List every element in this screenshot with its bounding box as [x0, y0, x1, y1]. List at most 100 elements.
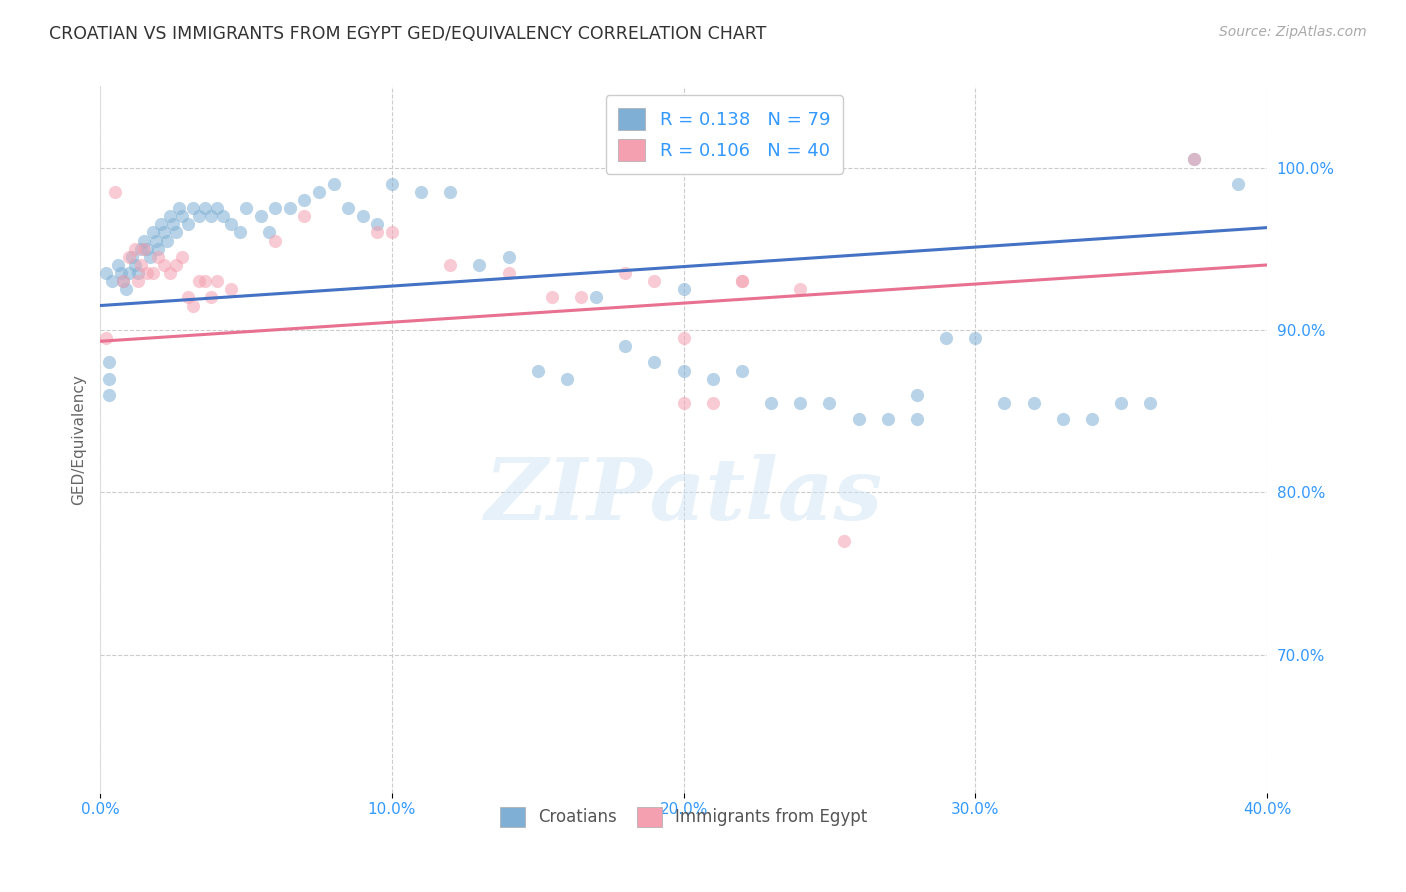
Point: [381, 177, 404, 191]
Point: [165, 226, 187, 240]
Point: [818, 396, 841, 410]
Point: [188, 274, 211, 288]
Point: [1109, 396, 1132, 410]
Point: [1139, 396, 1161, 410]
Y-axis label: GED/Equivalency: GED/Equivalency: [72, 374, 86, 505]
Point: [905, 412, 928, 426]
Point: [162, 218, 184, 232]
Point: [94, 266, 117, 280]
Point: [142, 226, 165, 240]
Point: [205, 201, 228, 215]
Point: [97, 388, 120, 402]
Point: [1226, 177, 1249, 191]
Point: [112, 274, 135, 288]
Point: [498, 250, 520, 264]
Point: [115, 282, 138, 296]
Point: [188, 209, 211, 223]
Point: [308, 185, 330, 199]
Point: [1081, 412, 1104, 426]
Point: [200, 209, 222, 223]
Point: [731, 363, 754, 377]
Point: [229, 226, 252, 240]
Point: [205, 274, 228, 288]
Point: [643, 274, 665, 288]
Point: [468, 258, 491, 272]
Point: [848, 412, 870, 426]
Point: [148, 242, 170, 256]
Point: [1022, 396, 1045, 410]
Point: [614, 266, 637, 280]
Point: [614, 339, 637, 353]
Point: [94, 331, 117, 345]
Point: [194, 201, 217, 215]
Point: [132, 242, 155, 256]
Point: [292, 209, 315, 223]
Point: [337, 201, 360, 215]
Point: [194, 274, 217, 288]
Point: [170, 209, 193, 223]
Point: [176, 290, 198, 304]
Point: [118, 266, 141, 280]
Point: [132, 234, 155, 248]
Point: [731, 274, 754, 288]
Point: [183, 201, 205, 215]
Point: [643, 355, 665, 369]
Point: [159, 209, 181, 223]
Point: [145, 234, 167, 248]
Point: [124, 242, 146, 256]
Text: Source: ZipAtlas.com: Source: ZipAtlas.com: [1219, 25, 1367, 39]
Point: [135, 266, 157, 280]
Point: [142, 266, 165, 280]
Point: [555, 371, 578, 385]
Point: [672, 396, 695, 410]
Point: [170, 250, 193, 264]
Point: [278, 201, 301, 215]
Point: [905, 388, 928, 402]
Point: [731, 274, 754, 288]
Point: [264, 201, 287, 215]
Point: [121, 250, 143, 264]
Point: [526, 363, 548, 377]
Point: [439, 185, 461, 199]
Point: [292, 193, 315, 207]
Point: [101, 274, 124, 288]
Point: [156, 234, 179, 248]
Point: [498, 266, 520, 280]
Point: [876, 412, 898, 426]
Point: [153, 258, 176, 272]
Point: [135, 242, 157, 256]
Text: CROATIAN VS IMMIGRANTS FROM EGYPT GED/EQUIVALENCY CORRELATION CHART: CROATIAN VS IMMIGRANTS FROM EGYPT GED/EQ…: [49, 25, 766, 43]
Point: [259, 226, 281, 240]
Point: [153, 226, 176, 240]
Point: [585, 290, 607, 304]
Point: [832, 533, 855, 548]
Point: [124, 258, 146, 272]
Point: [138, 250, 160, 264]
Point: [935, 331, 957, 345]
Point: [672, 363, 695, 377]
Point: [571, 290, 593, 304]
Point: [702, 396, 724, 410]
Point: [789, 282, 811, 296]
Point: [112, 274, 135, 288]
Point: [789, 396, 811, 410]
Point: [1182, 153, 1205, 167]
Point: [702, 371, 724, 385]
Point: [148, 250, 170, 264]
Point: [759, 396, 782, 410]
Point: [167, 201, 190, 215]
Point: [97, 371, 120, 385]
Point: [1182, 153, 1205, 167]
Point: [159, 266, 181, 280]
Point: [235, 201, 257, 215]
Point: [176, 218, 198, 232]
Point: [249, 209, 271, 223]
Point: [211, 209, 233, 223]
Point: [97, 355, 120, 369]
Point: [110, 266, 132, 280]
Point: [183, 299, 205, 313]
Point: [127, 274, 149, 288]
Point: [366, 226, 388, 240]
Point: [409, 185, 432, 199]
Legend: Croatians, Immigrants from Egypt: Croatians, Immigrants from Egypt: [494, 800, 875, 834]
